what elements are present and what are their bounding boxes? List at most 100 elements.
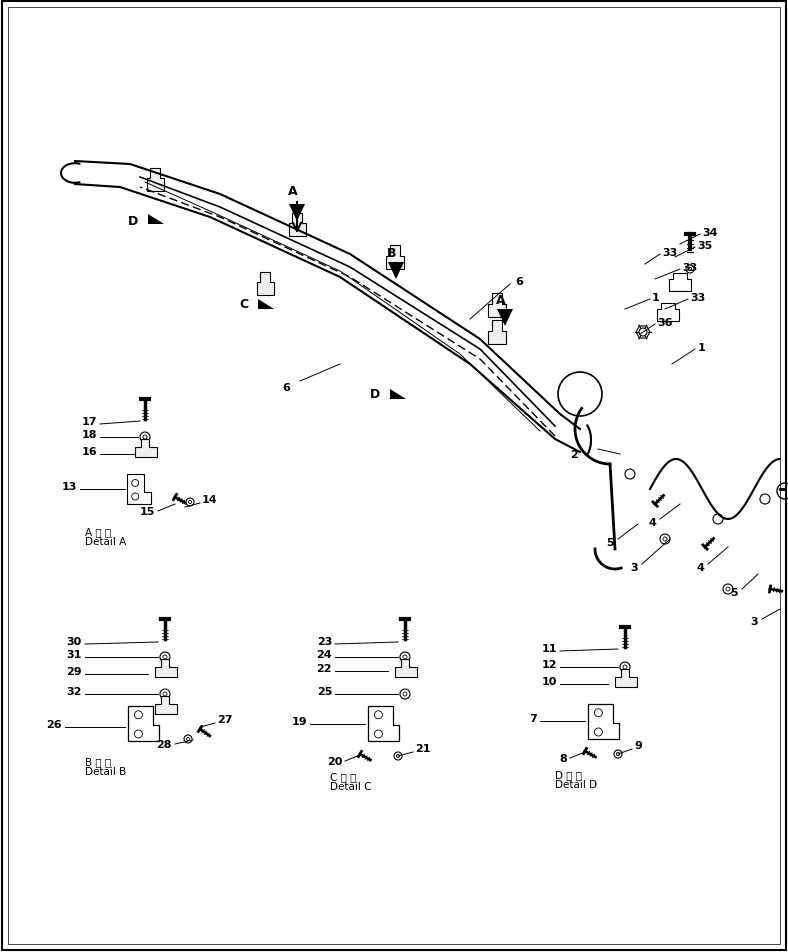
Text: 4: 4 — [648, 518, 656, 527]
Text: 11: 11 — [541, 644, 557, 653]
Circle shape — [396, 755, 400, 758]
Text: 12: 12 — [541, 660, 557, 669]
Circle shape — [400, 652, 410, 663]
Circle shape — [143, 436, 147, 440]
Polygon shape — [488, 321, 506, 345]
Polygon shape — [615, 669, 637, 687]
Circle shape — [623, 665, 627, 669]
Polygon shape — [155, 696, 177, 714]
Text: 25: 25 — [317, 686, 332, 696]
Text: 10: 10 — [541, 676, 557, 686]
Circle shape — [163, 692, 167, 696]
Circle shape — [777, 484, 788, 500]
Text: A 详 细: A 详 细 — [85, 526, 111, 536]
Text: 6: 6 — [515, 277, 523, 287]
Text: 1: 1 — [698, 343, 706, 352]
Text: 3: 3 — [630, 563, 638, 572]
Text: 7: 7 — [530, 713, 537, 724]
Text: 29: 29 — [66, 666, 82, 676]
Circle shape — [403, 692, 407, 696]
Polygon shape — [588, 704, 619, 739]
Circle shape — [187, 738, 190, 741]
Circle shape — [726, 587, 730, 591]
Text: 23: 23 — [317, 636, 332, 646]
Polygon shape — [657, 304, 679, 322]
Circle shape — [403, 655, 407, 660]
Text: 6: 6 — [282, 383, 290, 392]
Text: B 详 细: B 详 细 — [85, 756, 111, 766]
Text: 33: 33 — [682, 263, 697, 272]
Polygon shape — [669, 274, 691, 291]
Circle shape — [620, 663, 630, 672]
Text: 16: 16 — [81, 446, 97, 457]
Circle shape — [558, 372, 602, 417]
Text: 33: 33 — [690, 292, 705, 303]
Circle shape — [723, 585, 733, 594]
Text: C 详 细: C 详 细 — [330, 771, 356, 782]
Text: A: A — [288, 185, 298, 198]
Text: 24: 24 — [316, 649, 332, 660]
Text: 26: 26 — [46, 720, 62, 729]
Text: 31: 31 — [67, 649, 82, 660]
Circle shape — [660, 534, 670, 545]
Text: 15: 15 — [139, 506, 155, 516]
Text: 9: 9 — [634, 741, 642, 750]
Text: 13: 13 — [61, 482, 77, 491]
Circle shape — [186, 499, 194, 506]
Text: D: D — [128, 215, 138, 228]
Polygon shape — [388, 263, 404, 280]
Text: 33: 33 — [662, 248, 677, 258]
Circle shape — [394, 752, 402, 761]
Circle shape — [184, 735, 192, 744]
Polygon shape — [368, 706, 400, 742]
Text: 5: 5 — [730, 587, 738, 597]
Circle shape — [663, 538, 667, 542]
Polygon shape — [147, 169, 163, 191]
Text: 20: 20 — [326, 756, 342, 766]
Circle shape — [616, 753, 619, 756]
Polygon shape — [497, 309, 513, 327]
Text: D: D — [370, 387, 380, 401]
Polygon shape — [386, 246, 404, 269]
Polygon shape — [128, 706, 159, 742]
Text: 18: 18 — [81, 429, 97, 440]
Circle shape — [140, 432, 150, 443]
Text: 5: 5 — [607, 538, 614, 547]
Text: C: C — [239, 298, 248, 310]
Polygon shape — [258, 300, 274, 309]
Circle shape — [614, 750, 622, 758]
Text: 1: 1 — [652, 292, 660, 303]
Text: Detail B: Detail B — [85, 766, 126, 776]
Polygon shape — [155, 660, 177, 677]
Text: 3: 3 — [750, 616, 758, 626]
Polygon shape — [148, 215, 164, 225]
Circle shape — [160, 689, 170, 700]
Text: 36: 36 — [657, 318, 672, 327]
Text: 22: 22 — [317, 664, 332, 673]
Text: D 详 细: D 详 细 — [555, 769, 582, 779]
Circle shape — [188, 501, 191, 504]
Text: 21: 21 — [415, 744, 430, 753]
Text: 30: 30 — [67, 636, 82, 646]
Polygon shape — [127, 474, 151, 505]
Text: 14: 14 — [202, 494, 217, 505]
Circle shape — [686, 266, 694, 274]
Text: 19: 19 — [292, 716, 307, 726]
Polygon shape — [257, 273, 273, 296]
Polygon shape — [136, 440, 157, 458]
Circle shape — [689, 268, 692, 271]
Text: 2: 2 — [571, 449, 578, 460]
Text: 28: 28 — [157, 739, 172, 749]
Polygon shape — [390, 389, 406, 400]
Text: Detail D: Detail D — [555, 779, 597, 789]
Polygon shape — [396, 660, 417, 677]
Text: 4: 4 — [696, 563, 704, 572]
Circle shape — [160, 652, 170, 663]
Text: A: A — [496, 293, 506, 307]
Text: Detail C: Detail C — [330, 782, 371, 791]
Circle shape — [163, 655, 167, 660]
Polygon shape — [289, 205, 305, 222]
Text: 8: 8 — [559, 753, 567, 764]
Polygon shape — [288, 214, 306, 237]
Text: 32: 32 — [67, 686, 82, 696]
